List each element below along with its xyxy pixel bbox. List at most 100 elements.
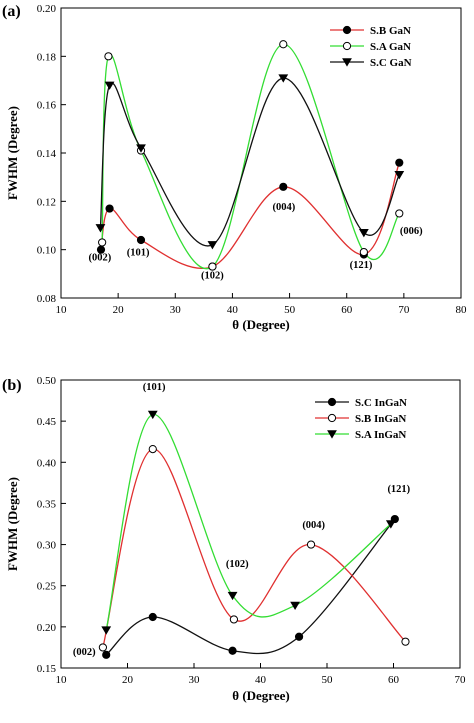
- data-point-s-c-gan: [95, 224, 106, 233]
- reflection-label: (002): [88, 253, 111, 264]
- data-point-s-a-gan: [98, 238, 107, 247]
- y-tick-label: 0.35: [37, 498, 57, 510]
- data-point-s-c-ingan: [148, 612, 157, 622]
- legend-marker-s-b-gan: [342, 25, 352, 35]
- data-point-s-b-ingan: [148, 445, 157, 454]
- data-point-s-c-gan: [278, 74, 289, 83]
- legend-label-s-b-gan: S.B GaN: [370, 25, 411, 37]
- data-point-s-a-gan: [208, 262, 217, 271]
- reflection-label: (101): [143, 382, 166, 393]
- y-tick-label: 0.15: [37, 663, 57, 675]
- data-point-s-c-gan: [358, 228, 369, 238]
- legend-marker-s-c-gan: [342, 58, 352, 67]
- data-point-s-c-gan: [207, 241, 218, 250]
- data-point-s-b-gan: [395, 158, 404, 167]
- x-tick-label: 60: [341, 304, 353, 316]
- data-point-s-a-ingan: [101, 626, 112, 635]
- data-point-s-c-ingan: [294, 632, 304, 641]
- legend-marker-s-a-gan: [342, 41, 352, 51]
- panel-a-series-lines: [99, 43, 400, 270]
- series-line-s-b-ingan: [102, 448, 406, 648]
- panel-a-y-axis-label: FWHM (Degree): [5, 106, 20, 200]
- data-point-s-a-ingan: [227, 591, 238, 601]
- legend-label-s-c-ingan: S.C InGaN: [355, 397, 407, 409]
- legend-label-s-b-ingan: S.B InGaN: [355, 413, 406, 425]
- x-tick-label: 80: [456, 304, 468, 316]
- data-point-s-a-ingan: [147, 410, 158, 420]
- data-point-s-c-gan: [136, 144, 146, 153]
- y-tick-label: 0.45: [37, 416, 57, 428]
- y-tick-label: 0.20: [37, 3, 57, 15]
- legend-marker-s-a-ingan: [327, 430, 337, 439]
- legend-label-s-a-ingan: S.A InGaN: [355, 429, 406, 441]
- x-tick-label: 60: [388, 674, 400, 686]
- panel-a-legend: S.B GaN S.A GaN S.C GaN: [330, 25, 412, 69]
- data-point-s-b-gan: [279, 182, 288, 191]
- data-point-s-a-gan: [279, 40, 288, 49]
- y-tick-label: 0.50: [37, 375, 57, 387]
- data-point-s-c-ingan: [102, 650, 111, 659]
- reflection-label: (102): [201, 271, 224, 282]
- reflection-label: (002): [73, 647, 96, 658]
- y-tick-label: 0.40: [37, 457, 57, 469]
- x-tick-label: 10: [56, 674, 68, 686]
- x-tick-label: 40: [227, 304, 239, 316]
- data-point-s-c-gan: [394, 170, 405, 180]
- x-tick-label: 30: [189, 674, 201, 686]
- panel-a-x-axis-label: θ (Degree): [232, 317, 289, 332]
- reflection-label: (102): [226, 559, 249, 570]
- x-tick-label: 10: [56, 304, 68, 316]
- y-tick-label: 0.16: [37, 100, 57, 112]
- panel-b: (b) 10 20 30 40 50 60 70 0.15 0.20 0.25 0.30 0.35 0.…: [2, 375, 466, 703]
- x-tick-label: 30: [170, 304, 182, 316]
- panel-a-axis-ticks: 10 20 30 40 50 60 70 80 0.08 0.10 0.12 0.14 0.16 0.18…: [37, 3, 467, 316]
- panel-a-annotations: (002) (101) (102) (004) (121) (006): [88, 202, 423, 282]
- series-line-s-a-gan: [101, 43, 400, 270]
- reflection-label: (004): [272, 202, 295, 213]
- panel-a-label: (a): [2, 3, 21, 20]
- x-tick-label: 50: [322, 674, 334, 686]
- data-point-s-a-gan: [104, 52, 113, 61]
- data-point-s-b-gan: [105, 204, 114, 213]
- y-tick-label: 0.08: [37, 293, 57, 305]
- x-tick-label: 70: [398, 304, 410, 316]
- data-point-s-a-gan: [359, 247, 368, 257]
- series-line-s-c-ingan: [105, 518, 396, 656]
- y-tick-label: 0.14: [37, 148, 57, 160]
- data-point-s-b-ingan: [306, 540, 316, 549]
- x-tick-label: 20: [113, 304, 125, 316]
- legend-marker-s-b-ingan: [327, 413, 337, 423]
- reflection-label: (121): [387, 484, 410, 495]
- data-point-s-a-ingan: [290, 601, 300, 611]
- legend-marker-s-c-ingan: [327, 397, 337, 407]
- x-tick-label: 50: [284, 304, 296, 316]
- reflection-label: (121): [350, 260, 373, 271]
- panel-a-markers: [95, 40, 405, 271]
- panel-a: (a) 10 20 30 40 50 60 70 80 0.08 0.10 0.12 0.14 0.16…: [2, 3, 467, 332]
- panel-b-label: (b): [2, 377, 22, 394]
- data-point-s-b-ingan: [229, 615, 238, 624]
- data-point-s-b-ingan: [98, 643, 107, 652]
- legend-label-s-a-gan: S.A GaN: [370, 41, 411, 53]
- data-point-s-b-ingan: [401, 637, 410, 646]
- panel-b-annotations: (002) (101) (102) (004) (121): [73, 382, 411, 658]
- series-line-s-a-ingan: [105, 413, 392, 631]
- panel-b-legend: S.C InGaN S.B InGaN S.A InGaN: [315, 397, 407, 441]
- panel-b-y-axis-label: FWHM (Degree): [5, 477, 20, 571]
- x-tick-label: 70: [455, 674, 467, 686]
- panel-b-x-axis-label: θ (Degree): [232, 688, 289, 703]
- y-tick-label: 0.25: [37, 581, 57, 593]
- reflection-label: (006): [400, 226, 423, 237]
- panel-b-markers: [98, 410, 410, 659]
- y-tick-label: 0.30: [37, 540, 57, 552]
- reflection-label: (101): [127, 248, 150, 259]
- x-tick-label: 40: [255, 674, 267, 686]
- reflection-label: (004): [302, 520, 325, 531]
- y-tick-label: 0.20: [37, 622, 57, 634]
- legend-label-s-c-gan: S.C GaN: [370, 57, 412, 69]
- y-tick-label: 0.18: [37, 51, 57, 63]
- data-point-s-c-gan: [104, 81, 115, 90]
- y-tick-label: 0.10: [37, 245, 57, 257]
- panel-b-axis-ticks: 10 20 30 40 50 60 70 0.15 0.20 0.25 0.30 0.35 0.40 0.…: [37, 375, 466, 686]
